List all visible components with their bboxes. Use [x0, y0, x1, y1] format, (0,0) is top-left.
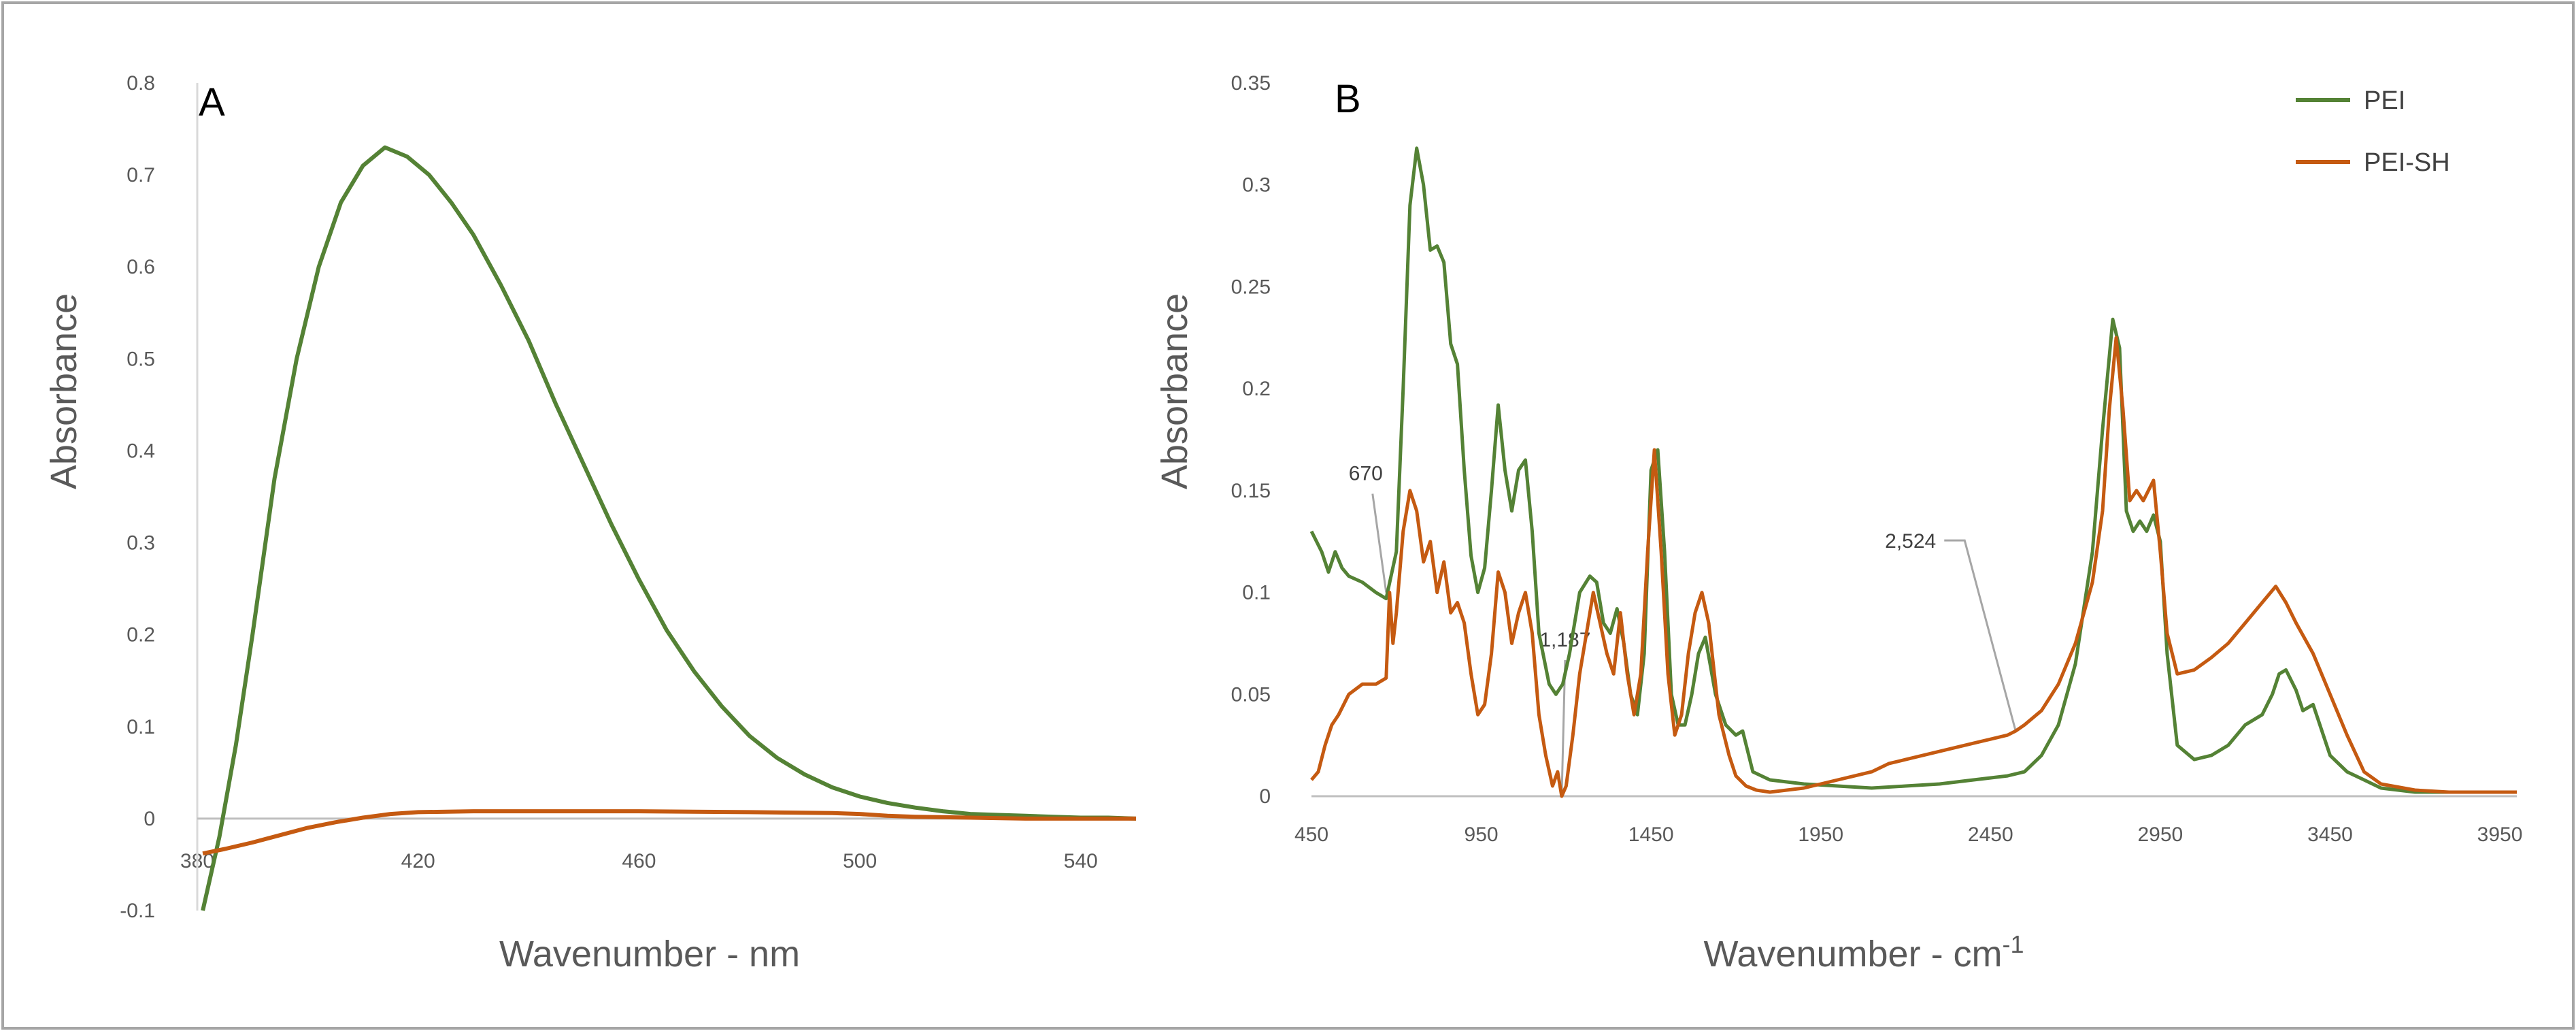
chart-a-y-tick-labels: -0.1 0 0.1 0.2 0.3 0.4 0.5 0.6 0.7 0.8: [120, 72, 155, 922]
chart-a-y-tick-label: -0.1: [120, 900, 155, 922]
chart-a-y-tick-label: 0.3: [127, 532, 155, 555]
chart-a-y-tick-label: 0.1: [127, 716, 155, 738]
chart-b-x-tick-label: 1450: [1628, 823, 1674, 846]
chart-a-series-pei-line: [201, 145, 1137, 911]
chart-b-x-tick-label: 1950: [1798, 823, 1843, 846]
chart-a-y-tick-label: 0: [144, 808, 155, 830]
chart-b-series: [1309, 146, 2517, 798]
chart-b-y-tick-label: 0.3: [1242, 174, 1271, 197]
chart-b-x-tick-label: 2450: [1968, 823, 2013, 846]
chart-b-y-tick-label: 0.35: [1231, 72, 1271, 95]
chart-b-annotation-leader: [1944, 539, 2017, 732]
chart-a-y-axis-title: Absorbance: [44, 293, 84, 489]
chart-a-x-tick-label: 460: [622, 850, 656, 872]
chart-b-y-tick-label: 0.05: [1231, 683, 1271, 706]
chart-a-x-tick-label: 500: [843, 850, 877, 872]
chart-b-series-pei-sh-line: [1310, 336, 2517, 798]
chart-b-panel-label: B: [1335, 77, 1361, 121]
legend-pei-label: PEI: [2364, 86, 2405, 115]
chart-b-y-tick-label: 0.2: [1242, 378, 1271, 400]
chart-b: 0 0.05 0.1 0.15 0.2 0.25 0.3 0.35 450 950 1450 195…: [1154, 72, 2522, 975]
chart-b-x-tick-label: 2950: [2138, 823, 2184, 846]
chart-b-x-axis-title-main: Wavenumber - cm: [1703, 934, 2002, 975]
chart-a-series: [201, 145, 1137, 911]
chart-a-y-tick-label: 0.2: [127, 624, 155, 647]
chart-a-y-tick-label: 0.4: [127, 440, 155, 462]
chart-b-annotation-label: 1,187: [1539, 629, 1590, 651]
chart-b-y-tick-label: 0.15: [1231, 480, 1271, 502]
chart-b-series-pei-line: [1309, 146, 2517, 794]
chart-a: -0.100.10.20.30.40.50.60.70.8 380 420 460 5…: [44, 72, 1137, 975]
chart-b-annotation-leader: [1371, 493, 1388, 593]
chart-a-y-tick-label: 0.6: [127, 256, 155, 278]
chart-b-x-tick-label: 3950: [2477, 823, 2523, 846]
chart-a-x-tick-label: 540: [1064, 850, 1098, 872]
chart-b-x-axis-title-superscript: -1: [2003, 930, 2024, 958]
chart-a-series-pei-sh-line: [202, 809, 1136, 856]
chart-b-y-tick-labels: 0 0.05 0.1 0.15 0.2 0.25 0.3 0.35: [1231, 72, 1271, 808]
chart-b-y-tick-label: 0: [1259, 785, 1271, 808]
chart-b-x-axis-title: Wavenumber - cm-1: [1703, 930, 2024, 975]
chart-a-x-tick-label: 420: [401, 850, 435, 872]
chart-b-x-tick-label: 3450: [2307, 823, 2353, 846]
chart-b-y-axis-title: Absorbance: [1154, 293, 1195, 489]
chart-b-y-tick-label: 0.25: [1231, 276, 1271, 298]
chart-a-y-tick-label: 0.8: [127, 72, 155, 95]
chart-b-x-tick-labels: 450 950 1450 1950 2450 2950 3450 3950: [1294, 823, 2522, 846]
chart-a-x-axis-title: Wavenumber - nm: [499, 934, 800, 975]
chart-b-y-tick-label: 0.1: [1242, 582, 1271, 604]
chart-b-legend: PEI PEI-SH: [2296, 86, 2450, 177]
chart-b-x-tick-label: 950: [1465, 823, 1499, 846]
chart-a-y-tick-label: 0.7: [127, 164, 155, 186]
chart-b-annotation-label: 670: [1349, 463, 1383, 485]
legend-pei-sh-label: PEI-SH: [2364, 148, 2450, 177]
chart-a-panel-label: A: [199, 80, 225, 125]
chart-b-x-tick-label: 450: [1294, 823, 1328, 846]
chart-a-y-tick-label: 0.5: [127, 348, 155, 370]
chart-b-annotation-label: 2,524: [1885, 530, 1936, 553]
